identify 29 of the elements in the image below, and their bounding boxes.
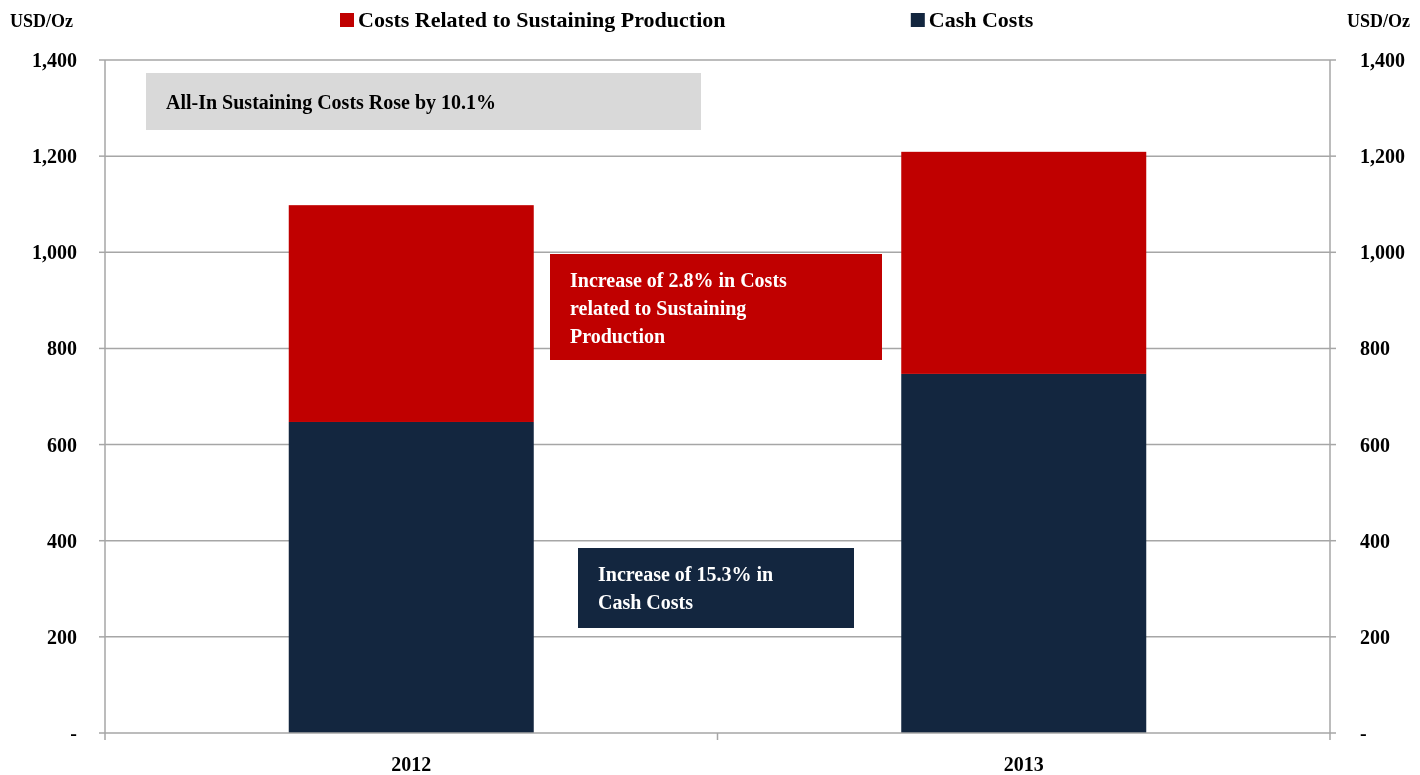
bar	[288, 421, 534, 733]
y-tick-label: -	[70, 722, 77, 744]
y-tick-label: 400	[47, 529, 77, 552]
y2-tick-label: 400	[1360, 529, 1390, 552]
x-tick-label: 2013	[1003, 753, 1044, 775]
y-tick-label: 1,200	[32, 145, 77, 168]
y-tick-label: 600	[47, 433, 77, 456]
y2-tick-label: 1,000	[1360, 241, 1405, 264]
y2-tick-label: -	[1360, 722, 1367, 744]
y-tick-label: 1,000	[32, 241, 77, 264]
y-tick-label: 1,400	[32, 49, 77, 71]
bar	[901, 151, 1147, 374]
y2-tick-label: 800	[1360, 337, 1390, 360]
y2-axis-title: USD/Oz	[1347, 11, 1411, 31]
annotation: All-In Sustaining Costs Rose by 10.1%	[166, 91, 497, 114]
legend-label: Costs Related to Sustaining Production	[358, 7, 726, 32]
y-axis-title: USD/Oz	[10, 11, 74, 31]
x-tick-label: 2012	[391, 753, 432, 775]
y2-tick-label: 1,400	[1360, 49, 1405, 71]
annotation: Increase of 15.3% in Cash Costs	[598, 563, 774, 613]
y2-tick-label: 1,200	[1360, 145, 1405, 168]
y-tick-label: 800	[47, 337, 77, 360]
y2-tick-label: 200	[1360, 625, 1390, 648]
bar	[288, 205, 534, 422]
y2-tick-label: 600	[1360, 433, 1390, 456]
bar	[901, 373, 1147, 733]
annotation: Increase of 2.8% in Costs related to Sustaining Production	[570, 269, 788, 347]
legend-label: Cash Costs	[928, 7, 1034, 32]
y-tick-label: 200	[47, 625, 77, 648]
